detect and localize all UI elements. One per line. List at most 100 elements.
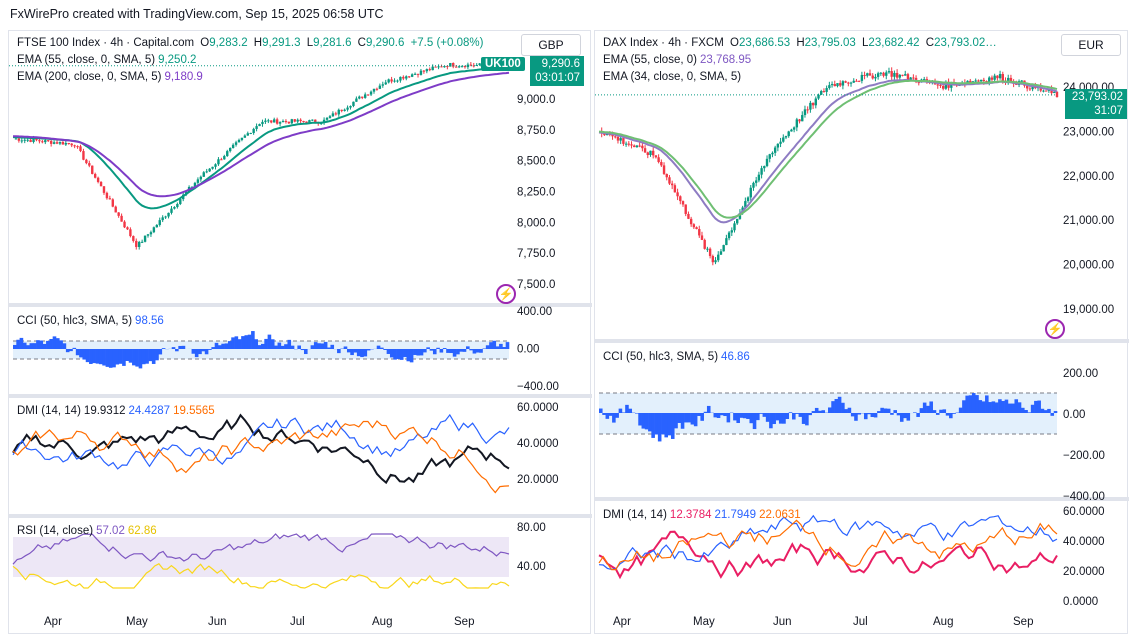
ftse-o-label: O	[200, 37, 210, 49]
ftse-candle	[255, 126, 258, 129]
dax-candle	[857, 80, 861, 82]
ftse-candle	[155, 224, 159, 228]
ftse-candle	[270, 120, 273, 123]
dax-dmi-plus: 21.7949	[714, 509, 757, 521]
dax-lightning-icon[interactable]: ⚡	[1045, 319, 1065, 339]
ftse-cci-bar	[323, 342, 328, 349]
ftse-candle	[26, 139, 29, 141]
dax-cci-bar	[1024, 410, 1028, 413]
dax-candle	[619, 138, 622, 141]
dax-candle	[828, 85, 831, 89]
dax-cci-bar	[1053, 411, 1058, 413]
dax-cci-axis-label-0: 200.00	[1063, 368, 1098, 380]
ftse-month-May: May	[126, 616, 148, 628]
ftse-candle	[419, 70, 423, 75]
ftse-rsi-legend[interactable]: RSI (14, close) 57.02 62.86	[17, 525, 157, 537]
ftse-change: +7.5 (+0.08%)	[410, 37, 484, 49]
ftse-cci-bar	[475, 349, 480, 353]
dax-dmi-axis-label-1: 40.0000	[1063, 536, 1105, 548]
ftse-candle	[129, 229, 132, 237]
ftse-cci-bar	[277, 342, 282, 349]
dax-cci-bar	[621, 412, 626, 413]
ftse-dmi-label: DMI (14, 14)	[17, 405, 81, 417]
dax-candle	[969, 80, 972, 83]
dax-candle	[725, 238, 728, 246]
dax-cci-bar	[1021, 407, 1025, 413]
ftse-cci-legend[interactable]: CCI (50, hlc3, SMA, 5) 98.56	[17, 315, 164, 327]
dax-cci-bar	[1040, 408, 1045, 413]
dax-candle	[803, 109, 807, 116]
ftse-currency-button[interactable]: GBP	[521, 34, 581, 56]
dax-cci-bar	[684, 413, 688, 423]
dax-candle	[941, 85, 945, 89]
ftse-candle	[67, 143, 70, 145]
ftse-candle	[161, 217, 164, 221]
dax-cci-bar	[1030, 404, 1035, 413]
ftse-rsi-axis-label-0: 80.00	[517, 522, 546, 534]
ftse-candle	[202, 172, 205, 177]
ftse-dmi-plus-line	[12, 413, 510, 470]
dax-dmi-legend[interactable]: DMI (14, 14) 12.3784 21.7949 22.0631	[603, 509, 801, 521]
ftse-month-Aug: Aug	[372, 616, 392, 628]
ftse-month-Jun: Jun	[208, 616, 227, 628]
dax-candle	[703, 239, 706, 249]
ftse-candle	[132, 236, 135, 241]
ftse-candle	[173, 207, 176, 209]
dax-candle	[944, 81, 948, 89]
dax-candle	[798, 119, 801, 122]
dax-candle	[939, 84, 942, 86]
dax-candle	[746, 197, 750, 202]
dax-candle	[814, 98, 818, 106]
ftse-title: FTSE 100 Index · 4h · Capital.com	[17, 37, 195, 49]
dax-candle	[895, 72, 899, 78]
ftse-chart-panel[interactable]: 9,000.0 8,750.0 8,500.0 8,250.0 8,000.0 7,750…	[8, 30, 592, 635]
ftse-candle	[167, 212, 170, 217]
ftse-candle	[237, 139, 241, 143]
ftse-ema-line-1	[13, 66, 510, 210]
ftse-rsi-line	[12, 533, 510, 565]
dax-cci-bar	[792, 413, 796, 420]
dax-l-label: L	[862, 37, 869, 49]
ftse-cci-bar	[98, 349, 103, 365]
ftse-candle	[472, 65, 475, 67]
dax-chart-panel[interactable]: 24,000.00 23,000.00 22,000.00 21,000.00 20,0…	[594, 30, 1129, 635]
dax-cci-bar	[654, 413, 659, 435]
dax-cci-bar	[1001, 401, 1005, 413]
ftse-cci-bar	[439, 349, 444, 353]
dax-cci-bar	[798, 413, 803, 417]
ftse-cci-bar	[13, 344, 17, 349]
dax-cci-bar	[667, 413, 672, 436]
ftse-dmi-legend[interactable]: DMI (14, 14) 19.9312 24.4287 19.5565	[17, 405, 215, 417]
ftse-cci-bar	[393, 349, 397, 360]
ftse-cci-bar	[267, 334, 272, 349]
dax-cci-bar	[916, 413, 920, 417]
dax-currency-button[interactable]: EUR	[1061, 34, 1121, 56]
dax-candle	[806, 109, 809, 111]
ftse-candle	[64, 143, 68, 145]
dax-candle	[936, 84, 939, 86]
dax-cci-legend[interactable]: CCI (50, hlc3, SMA, 5) 46.86	[603, 351, 750, 363]
dax-cci-bar	[945, 413, 950, 416]
ftse-cci-bar	[102, 349, 106, 366]
dax-ema55-legend[interactable]: EMA (55, close, 0) 23,768.95	[603, 54, 751, 66]
dax-candle	[1028, 88, 1032, 90]
ftse-chart-canvas[interactable]: 9,000.0 8,750.0 8,500.0 8,250.0 8,000.0 7,750…	[9, 31, 592, 635]
dax-ema34-legend[interactable]: EMA (34, close, 0, SMA, 5)	[603, 71, 741, 83]
dax-cci-bar	[762, 413, 767, 417]
dax-candle	[863, 74, 866, 76]
dax-candle	[630, 144, 633, 146]
ftse-candle	[23, 139, 26, 141]
ftse-ema200-legend[interactable]: EMA (200, close, 0, SMA, 5) 9,180.9	[17, 71, 203, 83]
dax-cci-bar	[850, 413, 855, 417]
dax-chart-canvas[interactable]: 24,000.0023,000.0022,000.0021,000.0020,0…	[595, 31, 1129, 635]
dax-candle	[700, 235, 704, 240]
chart-header: FxWirePro created with TradingView.com, …	[10, 7, 384, 21]
dax-cci-bar	[1007, 403, 1012, 413]
ftse-cci-bar	[363, 349, 368, 357]
ftse-dmi-axis-label-2: 20.0000	[517, 474, 559, 486]
dax-candle	[722, 245, 725, 252]
ftse-lightning-icon[interactable]: ⚡	[496, 284, 516, 304]
ftse-ema55-legend[interactable]: EMA (55, close, 0, SMA, 5) 9,250.2	[17, 54, 196, 66]
ftse-cci-bar	[141, 349, 146, 365]
ftse-candle	[396, 80, 399, 82]
